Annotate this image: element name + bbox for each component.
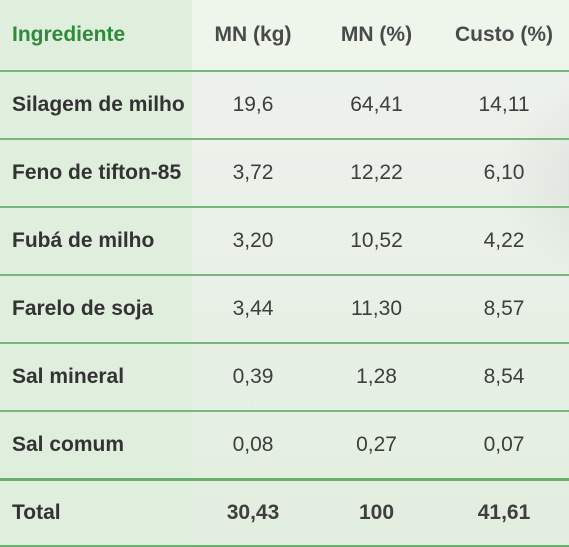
cell-custo-pct: 6,10 [439,138,569,207]
cell-ingrediente: Sal mineral [0,342,192,411]
table-row: Sal mineral 0,39 1,28 8,54 [0,342,569,411]
cell-ingrediente: Feno de tifton-85 [0,138,192,207]
cell-mn-pct: 10,52 [314,206,439,275]
cell-mn-kg: 3,72 [192,138,314,207]
cell-mn-kg: 19,6 [192,70,314,139]
cell-ingrediente: Fubá de milho [0,206,192,275]
table-row: Feno de tifton-85 3,72 12,22 6,10 [0,138,569,207]
cell-custo-pct: 8,57 [439,274,569,343]
cell-mn-pct: 0,27 [314,410,439,480]
cell-mn-kg: 3,20 [192,206,314,275]
table-row: Sal comum 0,08 0,27 0,07 [0,410,569,480]
cell-ingrediente: Silagem de milho [0,70,192,139]
total-mn-pct: 100 [314,478,439,547]
cell-ingrediente: Farelo de soja [0,274,192,343]
header-mn-kg: MN (kg) [192,0,314,71]
cell-custo-pct: 4,22 [439,206,569,275]
header-custo-pct: Custo (%) [439,0,569,71]
cell-custo-pct: 14,11 [439,70,569,139]
header-ingrediente: Ingrediente [0,0,192,71]
cell-mn-pct: 11,30 [314,274,439,343]
total-row: Total 30,43 100 41,61 [0,478,569,547]
cell-mn-kg: 3,44 [192,274,314,343]
header-mn-pct: MN (%) [314,0,439,71]
cell-custo-pct: 0,07 [439,410,569,480]
table-row: Fubá de milho 3,20 10,52 4,22 [0,206,569,275]
cell-mn-kg: 0,08 [192,410,314,480]
table-header-row: Ingrediente MN (kg) MN (%) Custo (%) [0,0,569,71]
cell-mn-pct: 1,28 [314,342,439,411]
table-row: Silagem de milho 19,6 64,41 14,11 [0,70,569,139]
cell-mn-kg: 0,39 [192,342,314,411]
cell-mn-pct: 64,41 [314,70,439,139]
cell-ingrediente: Sal comum [0,410,192,480]
table-row: Farelo de soja 3,44 11,30 8,57 [0,274,569,343]
total-custo-pct: 41,61 [439,478,569,547]
total-label: Total [0,478,192,547]
cell-mn-pct: 12,22 [314,138,439,207]
total-mn-kg: 30,43 [192,478,314,547]
cell-custo-pct: 8,54 [439,342,569,411]
